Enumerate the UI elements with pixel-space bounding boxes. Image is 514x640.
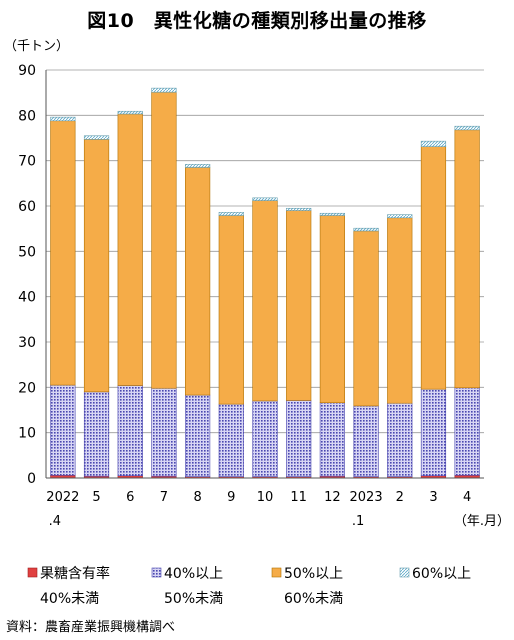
bar-segment xyxy=(218,403,244,477)
legend-label: 40%以上 xyxy=(164,566,223,582)
bar-segment xyxy=(50,120,76,386)
bar-segment xyxy=(218,215,244,405)
x-tick-label: 10 xyxy=(257,490,274,505)
chart-title: 図10 異性化糖の種類別移出量の推移 xyxy=(87,10,427,32)
bar-segment xyxy=(252,200,278,402)
bar-segment xyxy=(286,207,312,211)
bar-segment xyxy=(117,113,143,386)
axes: 0 10 20 30 40 50 60 70 80 90 （千トン） 2022 .4 5 6 7 8 9 10 11 1… xyxy=(4,39,510,529)
bar-segment xyxy=(319,402,345,477)
bar-segment xyxy=(286,210,312,401)
bar-segment xyxy=(218,212,244,216)
bar-segment xyxy=(50,116,76,122)
x-tick-label: 7 xyxy=(160,490,168,505)
bars xyxy=(50,87,480,479)
x-tick-label: 12 xyxy=(324,490,341,505)
y-tick-label: 10 xyxy=(18,426,36,442)
x-tick-label: 2 xyxy=(396,490,404,505)
y-tick-label: 60 xyxy=(18,199,36,215)
bar-segment xyxy=(353,230,379,407)
x-tick-label: 6 xyxy=(126,490,134,505)
bar-segment xyxy=(353,227,379,232)
bar-segment xyxy=(151,87,177,93)
bar-segment xyxy=(185,163,211,168)
bar-segment xyxy=(319,212,345,216)
x-tick-label: 4 xyxy=(463,490,471,505)
legend-swatch xyxy=(399,567,410,578)
bar-segment xyxy=(454,387,480,476)
legend-label-line2: 40%未満 xyxy=(40,591,99,607)
bar-segment xyxy=(387,402,413,477)
bar-segment xyxy=(454,125,480,131)
bar-segment xyxy=(387,214,413,219)
bar-segment xyxy=(117,110,143,115)
y-tick-label: 40 xyxy=(18,290,36,306)
bar-segment xyxy=(83,139,110,393)
legend-label-line2: 50%未満 xyxy=(164,591,223,607)
bar-segment xyxy=(252,197,278,201)
bar-segment xyxy=(151,387,177,477)
bar-segment xyxy=(83,135,110,140)
y-tick-label: 20 xyxy=(18,380,36,396)
x-tick-sublabel: .1 xyxy=(352,514,364,529)
y-tick-label: 80 xyxy=(18,108,36,124)
legend-label-line2: 60%未満 xyxy=(284,591,343,607)
bar-segment xyxy=(117,385,143,477)
y-tick-label: 0 xyxy=(27,471,36,487)
legend-label: 果糖含有率 xyxy=(40,565,110,582)
x-tick-label: 8 xyxy=(193,490,201,505)
bar-segment xyxy=(319,215,345,404)
x-tick-label: 11 xyxy=(290,490,307,505)
bar-segment xyxy=(286,400,312,477)
legend: 果糖含有率 40%未満 40%以上 50%未満 50%以上 60%未満 60%以上 xyxy=(27,565,471,607)
bar-segment xyxy=(185,394,211,477)
x-tick-sublabel: .4 xyxy=(49,514,61,529)
legend-swatch xyxy=(27,567,38,578)
bar-segment xyxy=(83,391,110,477)
bar-segment xyxy=(50,384,76,476)
y-tick-label: 30 xyxy=(18,335,36,351)
bar-segment xyxy=(151,91,177,389)
y-tick-label: 70 xyxy=(18,154,36,170)
x-tick-label: 3 xyxy=(429,490,437,505)
legend-swatch xyxy=(151,567,162,578)
bar-segment xyxy=(420,146,447,390)
x-tick-label: 2022 xyxy=(46,490,79,505)
bar-segment xyxy=(420,140,447,147)
legend-label: 60%以上 xyxy=(412,566,471,582)
source-note: 資料：農畜産業振興機構調べ xyxy=(6,620,176,635)
y-unit-label: （千トン） xyxy=(4,39,69,54)
x-tick-label: 5 xyxy=(92,490,100,505)
bar-segment xyxy=(454,129,480,389)
y-tick-label: 50 xyxy=(18,244,36,260)
x-tick-label: 2023 xyxy=(350,490,383,505)
bar-segment xyxy=(420,388,447,477)
legend-label: 50%以上 xyxy=(284,566,343,582)
bar-segment xyxy=(353,405,379,477)
legend-swatch xyxy=(271,567,282,578)
x-unit-label: （年.月） xyxy=(454,514,510,529)
bar-segment xyxy=(252,400,278,477)
y-tick-label: 90 xyxy=(18,63,36,79)
bar-segment xyxy=(185,167,211,396)
x-tick-label: 9 xyxy=(227,490,235,505)
bar-segment xyxy=(387,217,413,404)
